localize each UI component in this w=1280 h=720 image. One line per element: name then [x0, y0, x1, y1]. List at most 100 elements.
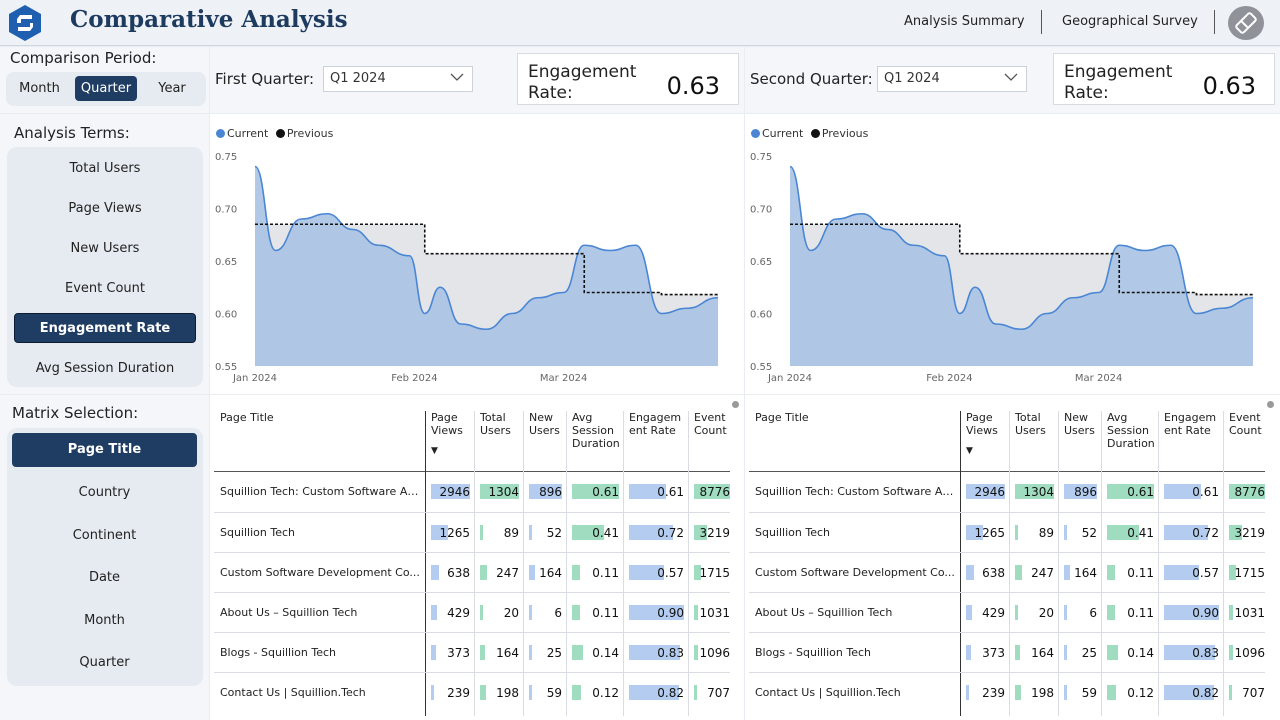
cell-value: 0.82: [657, 686, 684, 700]
cell-value: 59: [546, 686, 562, 700]
table-row[interactable]: Squillion Tech: Custom Software An... 294…: [214, 472, 730, 512]
value-cell: 1265: [960, 513, 1009, 553]
cell-value: 638: [982, 566, 1005, 580]
table-row[interactable]: Squillion Tech 1265 89 52 0.41 0.72 3219: [749, 512, 1265, 552]
cell-value: 1265: [439, 526, 470, 540]
sort-desc-icon[interactable]: ▼: [966, 446, 973, 456]
second-quarter-value: Q1 2024: [884, 71, 940, 86]
column-header[interactable]: Page Title: [220, 411, 274, 424]
column-header[interactable]: New Users: [1064, 411, 1095, 437]
cell-value: 0.57: [657, 566, 684, 580]
cell-value: 0.61: [592, 485, 619, 499]
value-cell: 0.90: [1158, 593, 1223, 633]
table-row[interactable]: Contact Us | Squillion.Tech 239 198 59 0.12 0…: [214, 672, 730, 712]
column-header[interactable]: Total Users: [1015, 411, 1046, 437]
clear-filters-button[interactable]: [1228, 6, 1264, 40]
second-quarter-dropdown[interactable]: Q1 2024: [877, 66, 1027, 92]
table-row[interactable]: Squillion Tech: Custom Software An... 294…: [749, 472, 1265, 512]
page-title-cell: Blogs - Squillion Tech: [220, 646, 337, 659]
data-bar: [431, 525, 448, 540]
column-header[interactable]: Avg Session Duration: [572, 411, 620, 450]
table-row[interactable]: Blogs - Squillion Tech 373 164 25 0.14 0.83 10…: [749, 632, 1265, 672]
sort-desc-icon[interactable]: ▼: [431, 446, 438, 456]
column-header[interactable]: New Users: [529, 411, 560, 437]
data-bar: [1229, 484, 1265, 499]
value-cell: 52: [523, 513, 566, 553]
cell-value: 0.41: [592, 526, 619, 540]
data-bar: [572, 605, 581, 620]
data-bar: [480, 605, 483, 620]
term-page-views[interactable]: Page Views: [68, 201, 142, 216]
column-header[interactable]: Avg Session Duration: [1107, 411, 1155, 450]
column-header[interactable]: Total Users: [480, 411, 511, 437]
data-bar: [1107, 605, 1116, 620]
table-row[interactable]: Blogs - Squillion Tech 373 164 25 0.14 0.83 10…: [214, 632, 730, 672]
table-row[interactable]: Custom Software Development Co... 638 247 1…: [749, 552, 1265, 592]
data-bar: [694, 565, 702, 580]
data-bar: [431, 685, 435, 700]
table-row[interactable]: Contact Us | Squillion.Tech 239 198 59 0.12 0…: [749, 672, 1265, 712]
nav-geographical-survey[interactable]: Geographical Survey: [1062, 14, 1198, 29]
matrix-month[interactable]: Month: [84, 613, 125, 628]
nav-analysis-summary[interactable]: Analysis Summary: [904, 14, 1025, 29]
current-series-line: [789, 165, 1254, 331]
cell-value: 1265: [974, 526, 1005, 540]
table-row[interactable]: About Us – Squillion Tech 429 20 6 0.11 0.90 1…: [214, 592, 730, 632]
cell-value: 0.11: [592, 606, 619, 620]
column-header[interactable]: Page Views: [431, 411, 463, 437]
data-bar: [431, 605, 437, 620]
value-cell: 59: [1058, 673, 1101, 713]
matrix-date[interactable]: Date: [88, 570, 121, 585]
cell-value: 3219: [1234, 526, 1265, 540]
value-cell: 89: [474, 513, 523, 553]
x-tick-label: Feb 2024: [926, 373, 972, 384]
term-new-users[interactable]: New Users: [70, 241, 140, 256]
data-bar: [1229, 685, 1232, 700]
data-bar: [529, 484, 562, 499]
term-engagement-rate[interactable]: Engagement Rate: [14, 313, 196, 343]
page-title-cell: Squillion Tech: Custom Software An...: [220, 485, 420, 498]
column-header[interactable]: Event Count: [1229, 411, 1262, 437]
matrix-country[interactable]: Country: [78, 485, 131, 500]
cell-value: 0.57: [1192, 566, 1219, 580]
term-event-count[interactable]: Event Count: [65, 281, 145, 296]
value-cell: 0.82: [1158, 673, 1223, 713]
column-header[interactable]: Page Views: [966, 411, 998, 437]
cell-value: 8776: [699, 485, 730, 499]
table-row[interactable]: Squillion Tech 1265 89 52 0.41 0.72 3219: [214, 512, 730, 552]
column-header[interactable]: Engagem ent Rate: [1164, 411, 1217, 437]
data-bar: [1107, 565, 1116, 580]
value-cell: 0.11: [1101, 553, 1158, 593]
value-cell: 373: [425, 633, 474, 673]
value-cell: 8776: [688, 472, 734, 512]
matrix-page-title[interactable]: Page Title: [12, 433, 197, 467]
value-cell: 0.72: [1158, 513, 1223, 553]
term-avg-session-duration[interactable]: Avg Session Duration: [35, 361, 175, 376]
table-row[interactable]: Custom Software Development Co... 638 247 1…: [214, 552, 730, 592]
data-bar: [1229, 645, 1234, 660]
column-header[interactable]: Engagem ent Rate: [629, 411, 682, 437]
scrollbar-handle[interactable]: [732, 401, 739, 408]
first-quarter-dropdown[interactable]: Q1 2024: [323, 66, 473, 92]
matrix-continent[interactable]: Continent: [72, 528, 137, 543]
value-cell: 25: [1058, 633, 1101, 673]
value-cell: 0.11: [566, 553, 623, 593]
cell-value: 6: [1089, 606, 1097, 620]
matrix-quarter[interactable]: Quarter: [79, 655, 130, 670]
column-header[interactable]: Page Title: [755, 411, 809, 424]
term-total-users[interactable]: Total Users: [69, 161, 141, 176]
y-tick-label: 0.55: [215, 362, 237, 373]
cell-value: 429: [982, 606, 1005, 620]
scrollbar-handle[interactable]: [1267, 401, 1274, 408]
period-month-button[interactable]: Month: [19, 81, 60, 96]
period-quarter-button[interactable]: Quarter: [75, 76, 137, 101]
data-bar: [1164, 484, 1202, 499]
compare-header-1: First Quarter: Q1 2024 Engagement Rate: …: [210, 47, 744, 113]
column-header[interactable]: Event Count: [694, 411, 727, 437]
value-cell: 3219: [688, 513, 734, 553]
kpi-card-1: Engagement Rate: 0.63: [517, 53, 739, 105]
cell-value: 164: [496, 646, 519, 660]
period-year-button[interactable]: Year: [158, 81, 186, 96]
table-row[interactable]: About Us – Squillion Tech 429 20 6 0.11 0.90 1…: [749, 592, 1265, 632]
